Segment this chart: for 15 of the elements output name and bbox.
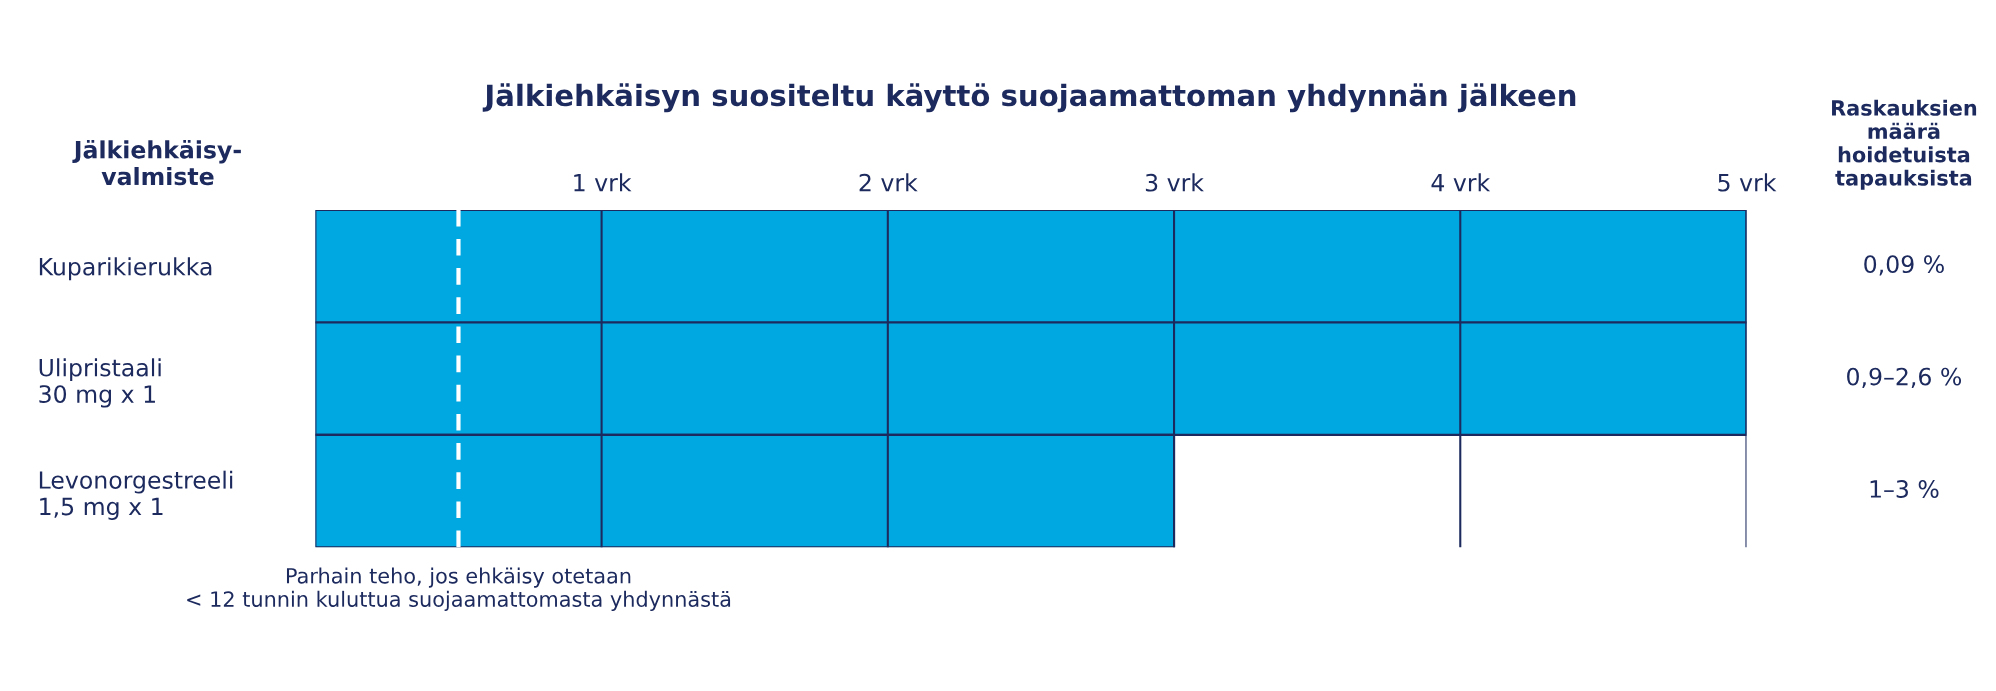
text: 0,09 % <box>1864 255 1944 276</box>
x-tick-label: 5 vrk <box>1718 173 1777 192</box>
x-tick-label: 1 vrk <box>574 173 632 192</box>
y-tick-label: Kuparikierukka <box>39 257 212 281</box>
x-tick-label: 4 vrk <box>1431 173 1491 192</box>
x-tick-label: 3 vrk <box>1145 173 1204 192</box>
y-tick-label: Levonorgestreeli 1,5 mg x 1 <box>39 470 233 520</box>
y-tick-label: Ulipristaali 30 mg x 1 <box>39 358 161 408</box>
text: 0,9–2,6 % <box>1847 367 1962 388</box>
chart-title: Jälkiehkäisyn suositeltu käyttö suojaamattoman yhdynnän jälkeen <box>482 83 1576 113</box>
y-axis-title: Jälkiehkäisy- valmiste <box>72 140 241 186</box>
y2-axis-title: Raskauksien määrä hoidetuista tapauksista <box>1832 99 1977 190</box>
text: 1–3 % <box>1870 480 1939 498</box>
x-tick-label: 2 vrk <box>859 173 918 192</box>
ref-line-label: Parhain teho, jos ehkäisy otetaan < 12 tunnin kuluttua suojaamattomasta yhdynnästä <box>187 567 731 611</box>
